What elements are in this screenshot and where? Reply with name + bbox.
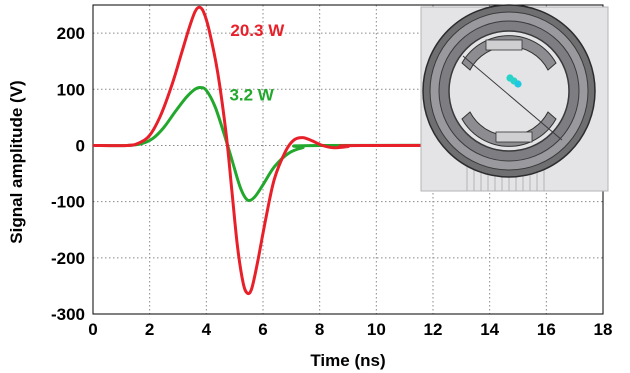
annotations-layer: 20.3 W 3.2 W xyxy=(229,21,285,105)
series-annotation: 3.2 W xyxy=(229,86,274,105)
x-tick-label: 4 xyxy=(202,320,212,339)
y-tick-label: -300 xyxy=(51,305,85,324)
inset-ring-model-icon xyxy=(420,4,609,192)
x-tick-label: 6 xyxy=(258,320,267,339)
x-tick-label: 12 xyxy=(424,320,443,339)
x-axis-title: Time (ns) xyxy=(310,351,385,370)
y-tick-label: 100 xyxy=(57,80,85,99)
series-annotation: 20.3 W xyxy=(230,21,285,40)
x-tick-label: 2 xyxy=(145,320,154,339)
y-tick-label: 200 xyxy=(57,24,85,43)
x-tick-label: 0 xyxy=(88,320,97,339)
x-tick-label: 8 xyxy=(315,320,324,339)
y-tick-label: -100 xyxy=(51,193,85,212)
y-tick-label: -200 xyxy=(51,249,85,268)
series-line xyxy=(92,86,604,203)
y-tick-labels: -300 -200 -100 0 100 200 xyxy=(51,24,85,324)
series-line xyxy=(92,5,604,296)
series-layer xyxy=(92,5,604,296)
x-tick-label: 14 xyxy=(480,320,499,339)
x-tick-label: 16 xyxy=(537,320,556,339)
x-tick-labels: 0 2 4 6 8 10 12 14 16 18 xyxy=(88,320,612,339)
y-axis-title: Signal amplitude (V) xyxy=(7,80,26,243)
x-tick-label: 18 xyxy=(594,320,613,339)
y-tick-label: 0 xyxy=(76,136,85,155)
x-tick-label: 10 xyxy=(367,320,386,339)
